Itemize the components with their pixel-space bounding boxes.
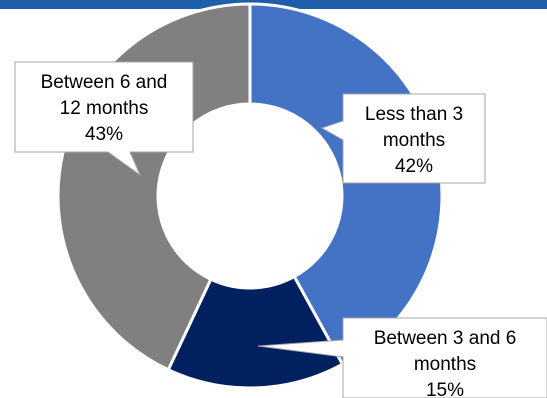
data-label: Between 3 and 6 bbox=[374, 328, 517, 349]
callout-between-6-and-12-months: Between 6 and 12 months 43% bbox=[14, 61, 194, 177]
callout-less-than-3-months: Less than 3 months 42% bbox=[320, 93, 486, 184]
data-label: months bbox=[414, 354, 476, 375]
data-label: 43% bbox=[85, 124, 123, 145]
callout-between-3-and-6-months: Between 3 and 6 months 15% bbox=[257, 317, 547, 398]
data-label: 42% bbox=[395, 156, 433, 177]
data-label: Between 6 and bbox=[41, 72, 168, 93]
data-label: 15% bbox=[426, 380, 464, 398]
data-label: 12 months bbox=[60, 98, 149, 119]
callout-box bbox=[320, 93, 486, 184]
callout-box bbox=[257, 317, 547, 398]
data-label: months bbox=[383, 130, 445, 151]
callout-box bbox=[14, 61, 194, 177]
slice-between-3-and-6-months bbox=[166, 274, 345, 390]
data-label: Less than 3 bbox=[365, 104, 463, 125]
